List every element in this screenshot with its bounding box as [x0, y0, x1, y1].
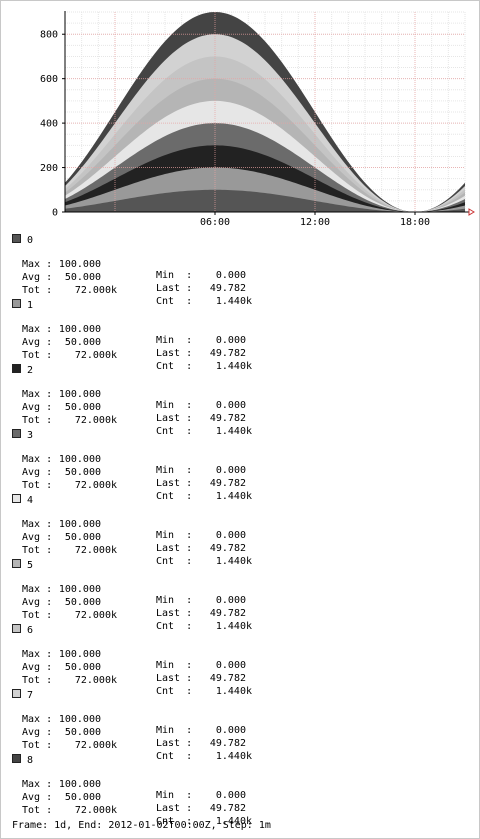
legend-row-avg-last: Avg :50.000 Last :49.782 [22, 597, 246, 619]
legend-row-avg-last: Avg :50.000 Last :49.782 [22, 727, 246, 749]
legend-row-tot-cnt: Tot :72.000k Cnt :1.440k [22, 480, 252, 502]
legend-entry: 5 Max :100.000 Min :0.000 Avg :50.000 La… [12, 559, 472, 632]
legend-entry: 1 Max :100.000 Min :0.000 Avg :50.000 La… [12, 299, 472, 372]
area-series-0 [65, 189, 465, 212]
legend-entry: 8 Max :100.000 Min :0.000 Avg :50.000 La… [12, 754, 472, 827]
legend-row-tot-cnt: Tot :72.000k Cnt :1.440k [22, 740, 252, 762]
legend-series-name: 8 [27, 755, 34, 766]
legend-swatch [12, 559, 21, 568]
x-tick-label: 18:00 [400, 217, 430, 228]
legend-series-name: 4 [27, 495, 34, 506]
legend-series-name: 7 [27, 690, 34, 701]
y-tick-label: 600 [40, 74, 58, 85]
legend-swatch [12, 429, 21, 438]
legend-row-avg-last: Avg :50.000 Last :49.782 [22, 662, 246, 684]
legend-entry: 3 Max :100.000 Min :0.000 Avg :50.000 La… [12, 429, 472, 502]
legend-entry: 2 Max :100.000 Min :0.000 Avg :50.000 La… [12, 364, 472, 437]
legend-row-max-min: Max :100.000 Min :0.000 [22, 584, 246, 606]
y-tick-label: 400 [40, 119, 58, 130]
legend-row-avg-last: Avg :50.000 Last :49.782 [22, 272, 246, 294]
legend-series-name: 1 [27, 300, 34, 311]
legend-row-max-min: Max :100.000 Min :0.000 [22, 454, 246, 476]
legend-swatch [12, 364, 21, 373]
legend-swatch [12, 754, 21, 763]
legend-row-max-min: Max :100.000 Min :0.000 [22, 779, 246, 801]
stacked-area-chart: 0 200 400 600 800 06:00 12:00 18:00 [40, 11, 475, 228]
legend-row-tot-cnt: Tot :72.000k Cnt :1.440k [22, 675, 252, 697]
legend-swatch [12, 234, 21, 243]
legend-series-name: 0 [27, 235, 34, 246]
legend-entry: 4 Max :100.000 Min :0.000 Avg :50.000 La… [12, 494, 472, 567]
legend-row-max-min: Max :100.000 Min :0.000 [22, 519, 246, 541]
legend-swatch [12, 689, 21, 698]
legend-row-tot-cnt: Tot :72.000k Cnt :1.440k [22, 415, 252, 437]
legend-row-tot-cnt: Tot :72.000k Cnt :1.440k [22, 805, 252, 827]
legend-row-avg-last: Avg :50.000 Last :49.782 [22, 792, 246, 814]
y-tick-label: 200 [40, 163, 58, 174]
legend-row-max-min: Max :100.000 Min :0.000 [22, 389, 246, 411]
legend-row-max-min: Max :100.000 Min :0.000 [22, 259, 246, 281]
x-tick-label: 06:00 [200, 217, 230, 228]
legend-series-name: 6 [27, 625, 34, 636]
legend-row-max-min: Max :100.000 Min :0.000 [22, 649, 246, 671]
y-tick-label: 800 [40, 30, 58, 41]
legend-row-avg-last: Avg :50.000 Last :49.782 [22, 337, 246, 359]
legend-entry: 0 Max :100.000 Min :0.000 Avg :50.000 La… [12, 234, 472, 307]
legend-row-tot-cnt: Tot :72.000k Cnt :1.440k [22, 285, 252, 307]
legend-entry: 7 Max :100.000 Min :0.000 Avg :50.000 La… [12, 689, 472, 762]
legend-row-tot-cnt: Tot :72.000k Cnt :1.440k [22, 350, 252, 372]
legend-row-avg-last: Avg :50.000 Last :49.782 [22, 532, 246, 554]
legend-series-name: 5 [27, 560, 34, 571]
legend-row-avg-last: Avg :50.000 Last :49.782 [22, 402, 246, 424]
x-tick-label: 12:00 [300, 217, 330, 228]
legend-row-tot-cnt: Tot :72.000k Cnt :1.440k [22, 610, 252, 632]
legend-row-tot-cnt: Tot :72.000k Cnt :1.440k [22, 545, 252, 567]
y-tick-label: 0 [52, 208, 58, 219]
legend-series-name: 3 [27, 430, 34, 441]
legend-row-max-min: Max :100.000 Min :0.000 [22, 324, 246, 346]
legend-swatch [12, 624, 21, 633]
legend-row-max-min: Max :100.000 Min :0.000 [22, 714, 246, 736]
legend-series-name: 2 [27, 365, 34, 376]
legend-swatch [12, 299, 21, 308]
legend-row-avg-last: Avg :50.000 Last :49.782 [22, 467, 246, 489]
legend-swatch [12, 494, 21, 503]
legend-entry: 6 Max :100.000 Min :0.000 Avg :50.000 La… [12, 624, 472, 697]
x-axis-arrow [468, 208, 475, 216]
graph-footer: Frame: 1d, End: 2012-01-02T00:00Z, Step:… [12, 820, 271, 831]
